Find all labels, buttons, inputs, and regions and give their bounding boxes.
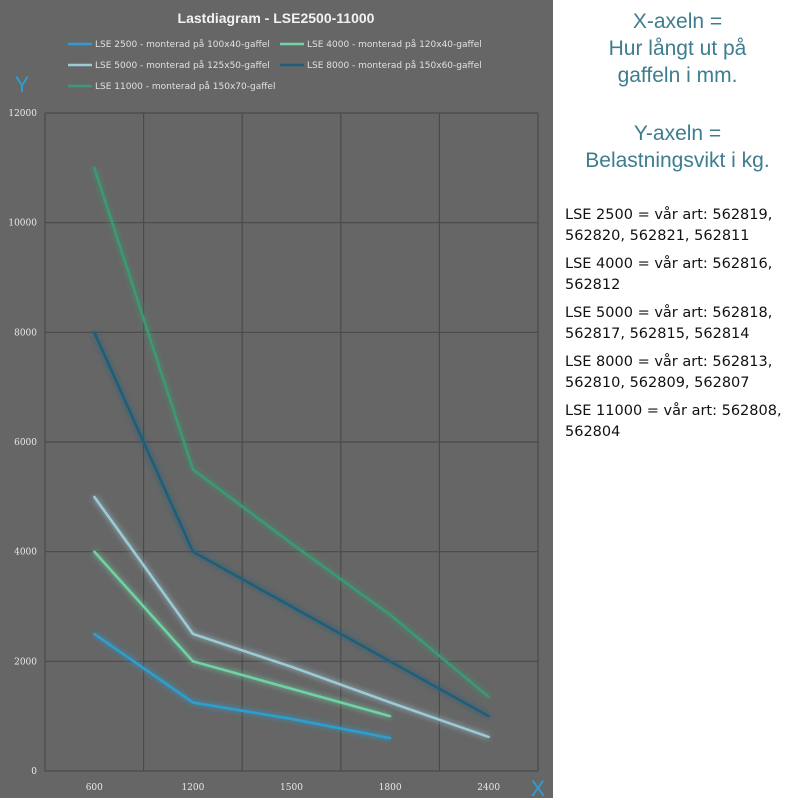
data-point: [388, 701, 392, 704]
legend-label: LSE 11000 - monterad på 150x70-gaffel: [95, 81, 275, 92]
y-axis-note: Y-axeln = Belastningsvikt i kg.: [556, 120, 799, 174]
data-point: [191, 660, 195, 663]
data-point: [191, 468, 195, 471]
data-point: [290, 665, 293, 669]
y-note-line: Belastningsvikt i kg.: [585, 149, 770, 172]
data-point: [93, 331, 96, 334]
data-point: [290, 605, 293, 608]
legend-item: LSE 2500 - monterad på 100x40-gaffel: [68, 39, 270, 50]
article-lse5000: LSE 5000 = vår art: 562818, 562817, 5628…: [565, 305, 773, 342]
y-tick-label: 12000: [8, 109, 37, 119]
x-note-line: X-axeln =: [632, 10, 723, 33]
y-tick-label: 8000: [14, 328, 37, 338]
data-point: [487, 735, 490, 739]
data-point: [487, 695, 490, 699]
y-note-line: Y-axeln =: [633, 122, 722, 145]
article-lse4000: LSE 4000 = vår art: 562816, 562812: [565, 256, 773, 293]
series-line: [93, 632, 391, 740]
data-point: [191, 701, 195, 704]
load-chart: 0 2000 4000 6000 8000 10000 12000 600 1200 1500 18…: [0, 0, 553, 798]
data-point: [290, 717, 293, 721]
y-axis-label: Y: [15, 72, 30, 97]
x-note-line: gaffeln i mm.: [617, 64, 738, 87]
y-tick-label: 10000: [8, 219, 37, 229]
legend-item: LSE 4000 - monterad på 120x40-gaffel: [280, 39, 482, 50]
chart-background: [0, 0, 553, 798]
data-point: [93, 632, 96, 636]
y-tick-label: 6000: [14, 438, 37, 448]
legend-label: LSE 8000 - monterad på 150x60-gaffel: [307, 60, 482, 71]
y-tick-label: 0: [31, 767, 37, 777]
x-tick-label: 600: [86, 783, 103, 793]
legend-item: LSE 11000 - monterad på 150x70-gaffel: [68, 81, 275, 92]
series-line: [93, 550, 391, 718]
data-point: [93, 550, 96, 553]
data-point: [487, 714, 490, 718]
chart-title: Lastdiagram - LSE2500-11000: [178, 10, 375, 26]
data-point: [290, 687, 293, 690]
article-lse11000: LSE 11000 = vår art: 562808, 562804: [565, 403, 782, 440]
x-note-line: Hur långt ut på: [608, 37, 747, 60]
x-axis-note: X-axeln = Hur långt ut på gaffeln i mm.: [556, 8, 799, 89]
x-tick-label: 1200: [181, 783, 204, 793]
data-point: [388, 660, 392, 663]
legend-item: LSE 5000 - monterad på 125x50-gaffel: [68, 60, 270, 71]
data-point: [191, 550, 195, 553]
x-tick-label: 1500: [280, 783, 303, 793]
article-lse2500: LSE 2500 = vår art: 562819, 562820, 5628…: [565, 207, 773, 244]
x-tick-label: 1800: [379, 783, 402, 793]
legend-label: LSE 4000 - monterad på 120x40-gaffel: [307, 39, 482, 50]
x-tick-label: 2400: [477, 783, 500, 793]
data-point: [388, 736, 392, 740]
legend-label: LSE 5000 - monterad på 125x50-gaffel: [95, 60, 270, 71]
data-point: [388, 613, 392, 616]
y-tick-label: 2000: [14, 657, 37, 667]
data-point: [388, 714, 392, 718]
article-lse8000: LSE 8000 = vår art: 562813, 562810, 5628…: [565, 354, 773, 391]
y-tick-label: 4000: [14, 548, 37, 558]
legend-label: LSE 2500 - monterad på 100x40-gaffel: [95, 39, 270, 50]
data-point: [191, 632, 195, 636]
x-axis-label: X: [531, 776, 546, 798]
article-list: LSE 2500 = vår art: 562819, 562820, 5628…: [556, 205, 799, 450]
data-point: [290, 542, 293, 545]
data-point: [93, 166, 96, 170]
legend-item: LSE 8000 - monterad på 150x60-gaffel: [280, 60, 482, 71]
data-point: [93, 495, 96, 499]
